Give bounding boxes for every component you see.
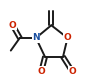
Text: N: N (32, 33, 40, 42)
Text: O: O (68, 67, 76, 76)
Text: O: O (38, 67, 45, 76)
Text: O: O (64, 33, 71, 42)
Text: O: O (9, 21, 16, 30)
